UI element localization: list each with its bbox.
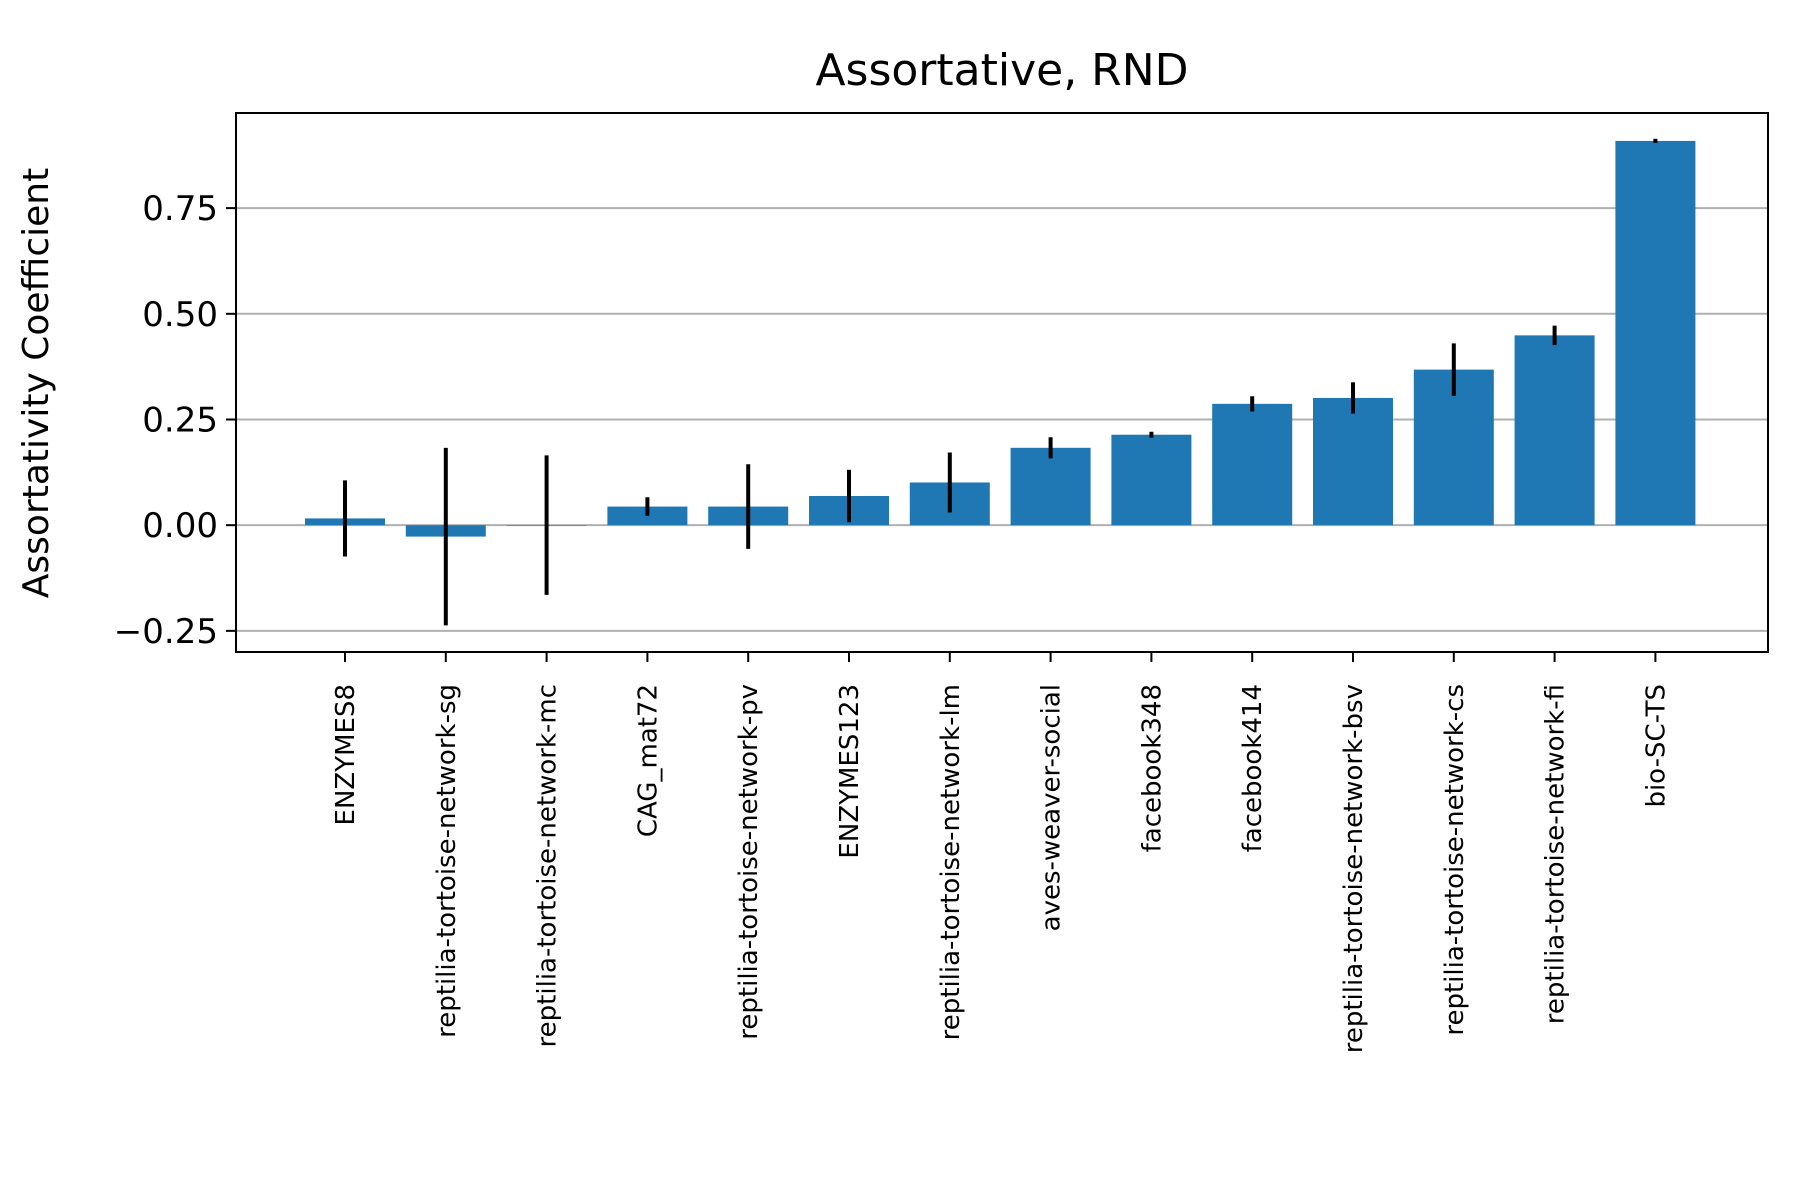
x-tick-label: aves-weaver-social xyxy=(1037,684,1067,931)
x-tick-label: reptilia-tortoise-network-cs xyxy=(1440,684,1470,1036)
x-tick-label: reptilia-tortoise-network-lm xyxy=(936,684,966,1040)
bar xyxy=(1212,403,1293,526)
y-tick-label: 0.25 xyxy=(142,400,218,440)
bar xyxy=(1615,140,1696,526)
gridlines xyxy=(236,207,1768,632)
bar xyxy=(1010,447,1091,526)
x-tick-label: facebook348 xyxy=(1137,684,1167,852)
bar xyxy=(1514,335,1595,526)
y-axis-ticks: −0.25 0.00 0.25 0.50 0.75 xyxy=(114,189,236,652)
x-tick-label: reptilia-tortoise-network-fi xyxy=(1541,684,1571,1024)
x-tick-label: reptilia-tortoise-network-sg xyxy=(432,684,462,1038)
x-tick-label: bio-SC-TS xyxy=(1641,684,1671,808)
plot-frame xyxy=(235,112,1769,653)
bar xyxy=(1111,434,1192,526)
y-tick-label: −0.25 xyxy=(114,612,218,652)
y-axis-label: Assortativity Coefficient xyxy=(16,168,57,598)
x-tick-label: CAG_mat72 xyxy=(633,684,663,837)
y-tick-label: 0.50 xyxy=(142,295,218,335)
x-tick-label: ENZYMES123 xyxy=(835,684,865,859)
bar xyxy=(1313,397,1393,526)
x-tick-label: reptilia-tortoise-network-bsv xyxy=(1339,684,1369,1053)
x-tick-label: reptilia-tortoise-network-mc xyxy=(533,684,563,1047)
y-tick-label: 0.00 xyxy=(142,506,218,546)
chart-title: Assortative, RND xyxy=(815,45,1188,96)
x-tick-label: reptilia-tortoise-network-pv xyxy=(734,684,764,1040)
error-bars xyxy=(343,138,1658,626)
x-tick-label: facebook414 xyxy=(1238,684,1268,852)
x-axis-ticks: ENZYMES8 reptilia-tortoise-network-sg rept… xyxy=(331,652,1671,1053)
x-tick-label: ENZYMES8 xyxy=(331,684,361,825)
y-tick-label: 0.75 xyxy=(142,189,218,229)
